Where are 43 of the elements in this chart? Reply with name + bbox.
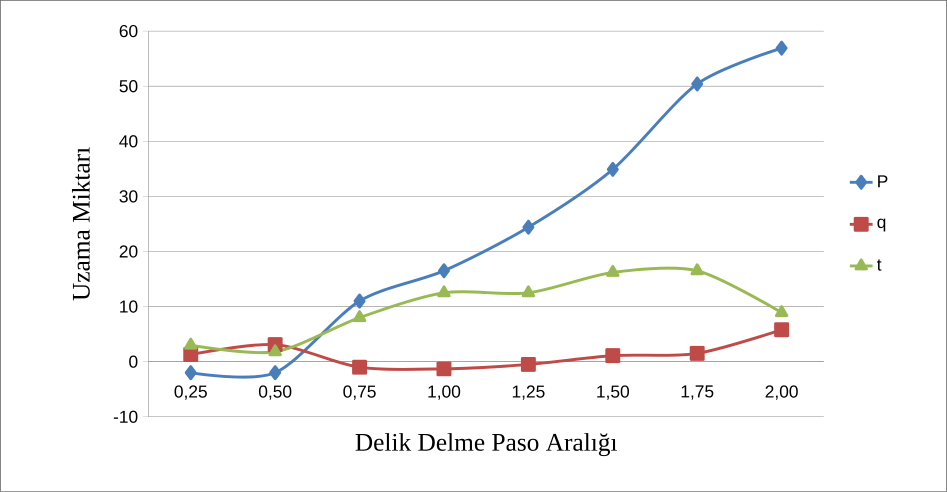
x-tick-label: 1,25 xyxy=(512,385,545,400)
y-tick-label: 50 xyxy=(120,80,138,92)
point xyxy=(690,346,705,361)
x-tick-label: 2,00 xyxy=(766,385,798,400)
y-axis-title: Uzama Miktarı xyxy=(72,147,90,301)
point xyxy=(437,285,451,298)
x-tick-label: 1,75 xyxy=(682,385,714,400)
point xyxy=(438,263,450,278)
point xyxy=(522,220,534,235)
legend-label: P xyxy=(878,175,888,188)
point xyxy=(268,344,282,356)
legend-label: q xyxy=(877,218,886,232)
point xyxy=(520,357,536,372)
point xyxy=(605,348,620,364)
x-tick-label: 0,75 xyxy=(343,385,376,400)
y-tick-label: 0 xyxy=(129,356,138,368)
y-tick-label: 20 xyxy=(120,245,138,258)
point xyxy=(354,294,366,309)
x-tick-label: 0,25 xyxy=(174,385,207,400)
point xyxy=(774,322,790,338)
y-tick-label: 30 xyxy=(120,190,138,203)
y-tick-label: 60 xyxy=(120,24,138,38)
point xyxy=(184,365,197,380)
point xyxy=(774,305,788,318)
point xyxy=(691,76,704,92)
point xyxy=(352,360,368,375)
legend-label: t xyxy=(877,259,882,271)
point xyxy=(522,285,536,298)
point xyxy=(436,361,452,376)
point xyxy=(776,40,788,56)
x-tick-label: 1,50 xyxy=(597,385,630,400)
x-tick-label: 0,50 xyxy=(258,385,292,400)
point xyxy=(606,264,620,277)
x-axis-title: Delik Delme Paso Aralığı xyxy=(356,433,618,456)
y-tick-label: 10 xyxy=(120,300,138,313)
x-tick-label: 1,00 xyxy=(428,385,460,400)
y-tick-label: 40 xyxy=(119,135,138,148)
point xyxy=(690,263,704,276)
point xyxy=(269,365,282,380)
point xyxy=(606,162,619,177)
point xyxy=(184,338,198,350)
y-tick-label: -10 xyxy=(114,410,138,423)
point xyxy=(352,310,366,322)
